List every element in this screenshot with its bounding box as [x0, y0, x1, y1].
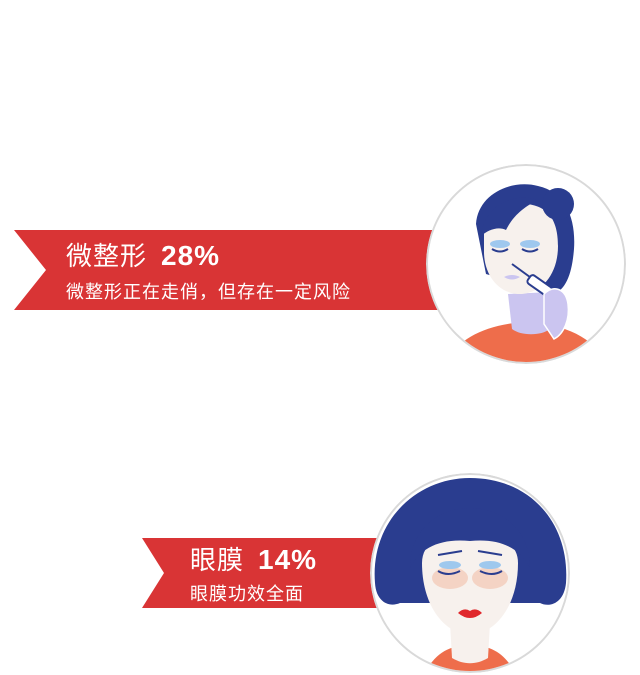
banner-micro-plastic: 微整形 28% 微整形正在走俏，但存在一定风险	[14, 230, 444, 310]
item-title: 眼膜 14%	[190, 540, 317, 577]
woman-eye-mask-icon	[370, 473, 570, 673]
item-title: 微整形 28%	[66, 236, 220, 273]
woman-injection-icon	[426, 164, 626, 364]
portrait-injection	[426, 164, 626, 364]
banner-eye-mask: 眼膜 14% 眼膜功效全面	[142, 538, 390, 608]
item-percent: 28%	[161, 240, 221, 271]
portrait-eye-mask	[370, 473, 570, 673]
item-subtitle: 微整形正在走俏，但存在一定风险	[66, 282, 351, 303]
ribbon-shape	[14, 230, 444, 310]
item-title-text: 眼膜	[190, 546, 245, 576]
item-subtitle: 眼膜功效全面	[190, 584, 304, 605]
item-percent: 14%	[258, 544, 318, 575]
ribbon-shape	[142, 538, 390, 608]
item-title-text: 微整形	[66, 242, 148, 272]
